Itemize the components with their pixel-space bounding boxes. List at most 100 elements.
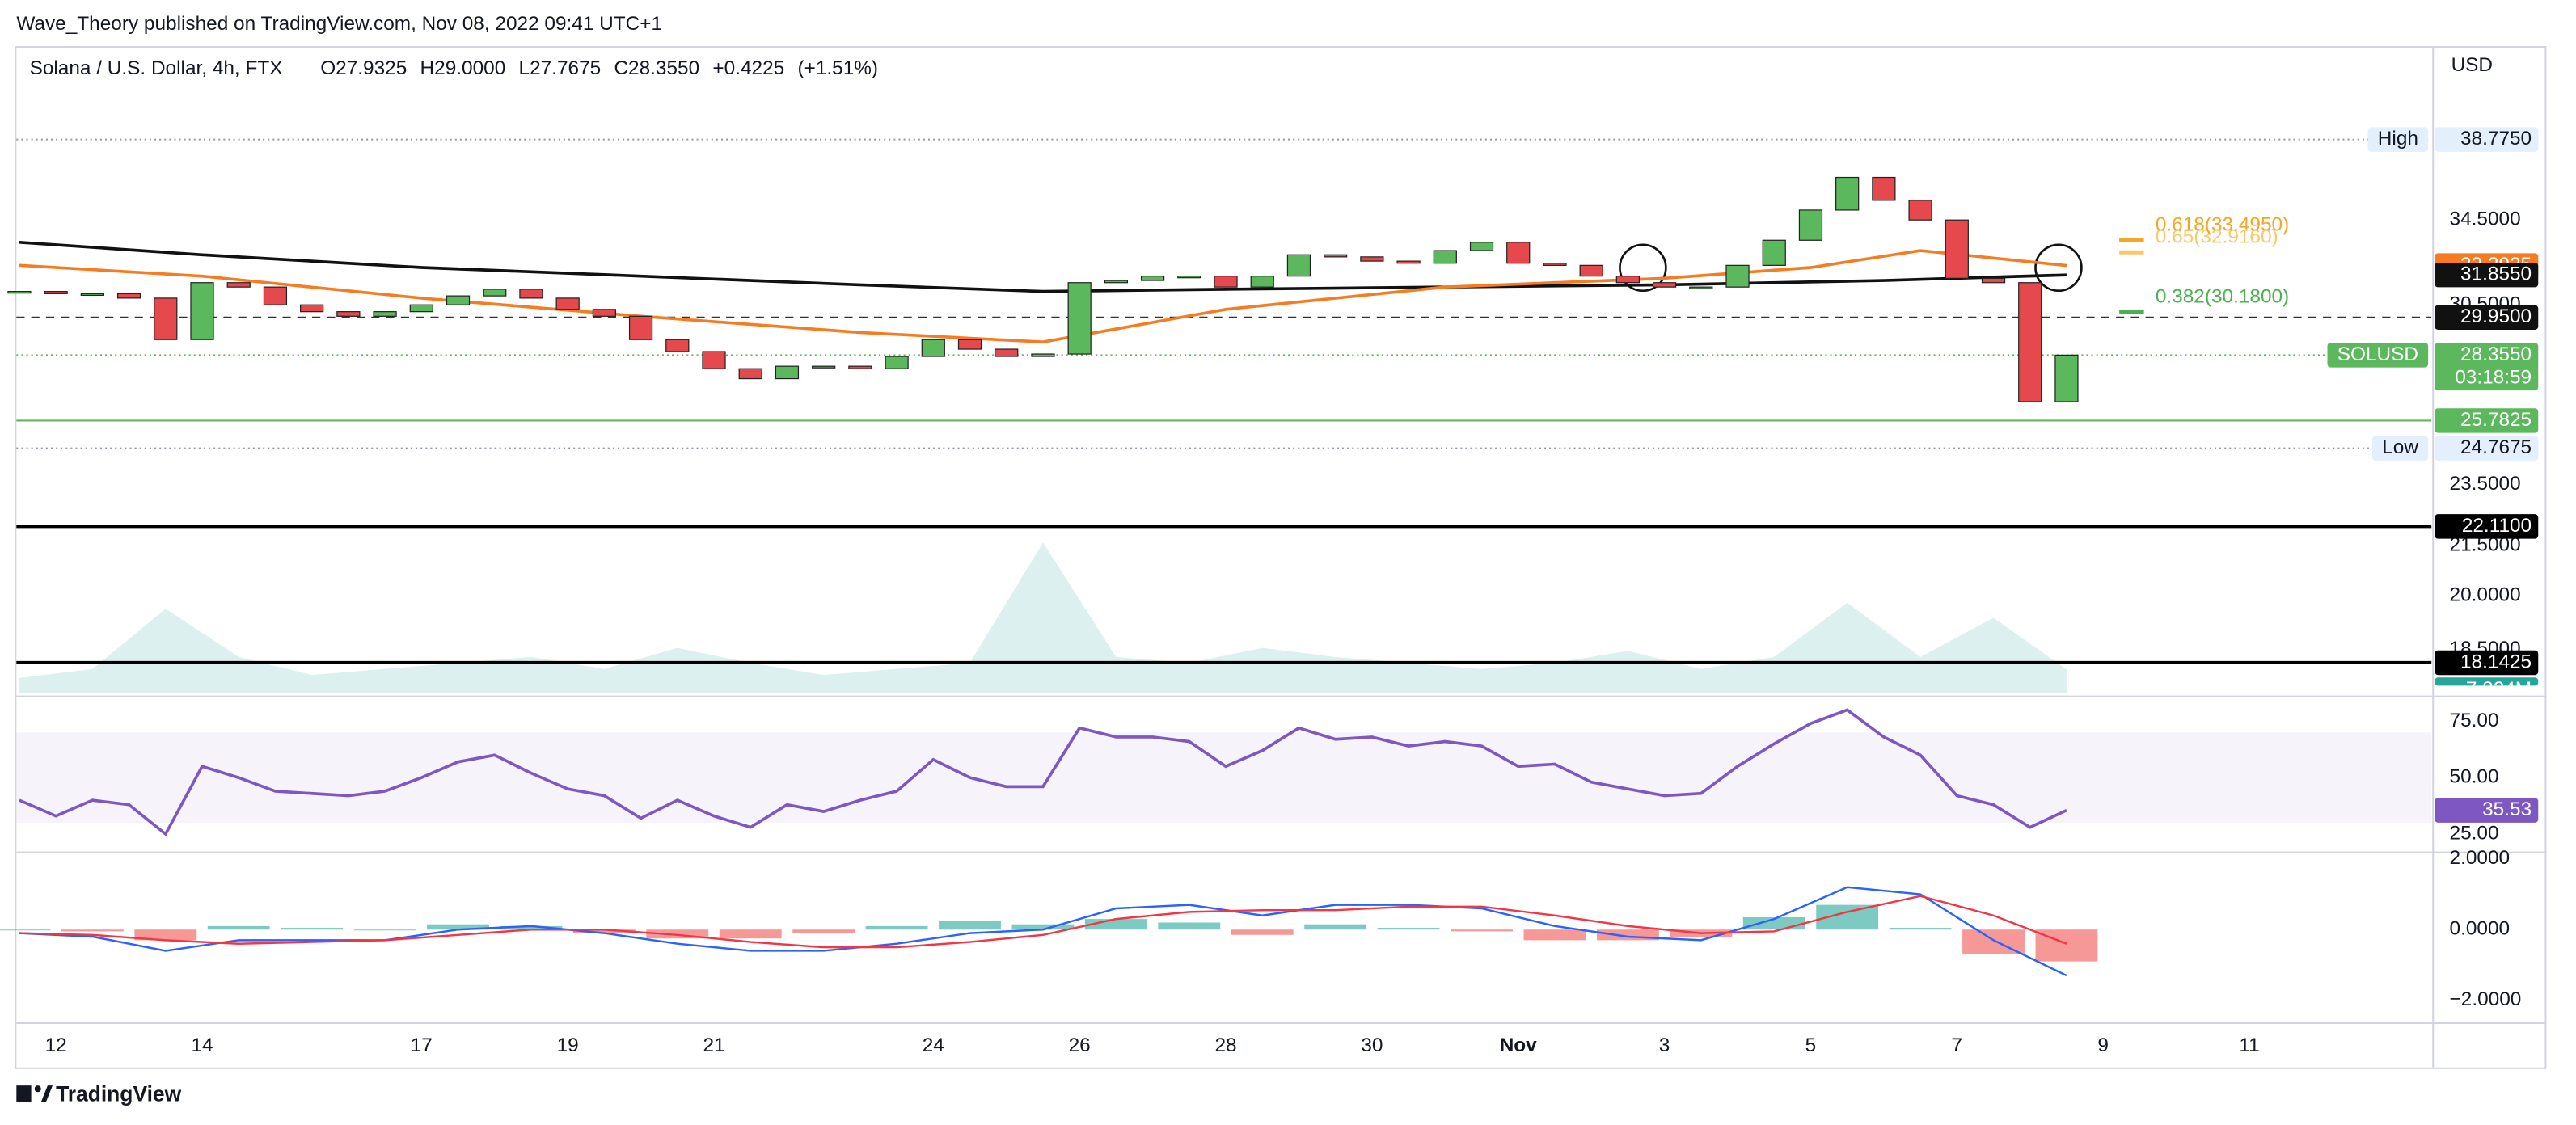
rsi-tick-label: 25.00 [2450, 822, 2499, 844]
price-badge-bg [2435, 514, 2539, 539]
macd-histogram-bar [1451, 929, 1513, 932]
logo-mark [34, 1085, 41, 1093]
candle [1945, 219, 1969, 279]
volume-badge-bg [2435, 677, 2539, 686]
x-tick-label: 26 [1069, 1034, 1091, 1056]
logo-mark [40, 1085, 53, 1102]
candle [1031, 353, 1055, 357]
y-tick-label: 20.0000 [2450, 584, 2521, 605]
macd-histogram-bar [281, 928, 344, 930]
candle [775, 365, 800, 380]
x-tick-label: 24 [923, 1034, 944, 1056]
candle [812, 365, 836, 369]
candle [1214, 276, 1238, 288]
candle [373, 311, 397, 317]
macd-histogram-bar [939, 921, 1001, 930]
candle [957, 339, 982, 350]
price-badge: 22.1100 [2462, 515, 2532, 537]
price-badge-bg [2435, 650, 2539, 676]
candle [921, 339, 945, 357]
signal-line [19, 895, 2067, 949]
badge-name: High [2378, 128, 2418, 150]
candle [190, 282, 214, 340]
x-tick-label: 17 [411, 1034, 433, 1056]
badge-name: Low [2382, 436, 2418, 458]
price-badge-bg [2435, 436, 2539, 461]
candle [336, 311, 361, 317]
candle [848, 365, 872, 369]
x-tick-label: 3 [1659, 1034, 1670, 1056]
candle [1652, 282, 1677, 288]
candle [995, 348, 1019, 357]
frame [15, 45, 2547, 1069]
annotation-circle [2034, 243, 2083, 293]
candle [628, 315, 653, 340]
candle [1689, 286, 1713, 289]
price-badge-bg [2435, 262, 2539, 288]
annotation-circle [1619, 243, 1667, 293]
macd-histogram-bar [1304, 924, 1367, 930]
macd-histogram-bar [207, 925, 270, 930]
candle [1177, 276, 1201, 279]
candle [263, 286, 288, 305]
rsi-tick-label: 50.00 [2450, 766, 2499, 788]
x-tick-label: 19 [557, 1034, 579, 1056]
candle [1762, 239, 1786, 266]
candle [1286, 254, 1311, 277]
x-tick-label: 5 [1805, 1034, 1817, 1056]
legend-value: (+1.51%) [797, 57, 878, 79]
logo-mark [16, 1085, 32, 1102]
macd-histogram-bar [134, 929, 197, 941]
candle [44, 291, 68, 294]
price-badge: 38.7750 [2460, 128, 2532, 150]
candle [885, 356, 909, 369]
badge-name-bg [2372, 436, 2429, 461]
macd-histogram-bar [500, 925, 563, 930]
price-badge-bg [2435, 127, 2539, 152]
candle [1835, 176, 1860, 211]
candle [1469, 242, 1494, 251]
macd-histogram-bar [792, 929, 855, 933]
candle [483, 289, 507, 297]
candle [738, 368, 762, 380]
price-badge-bg [2435, 305, 2539, 330]
legend-value: C28.3550 [614, 57, 699, 79]
candle [1506, 242, 1531, 264]
price-badge: 31.8550 [2460, 263, 2532, 285]
candle [116, 293, 141, 299]
badge-name-bg [2367, 127, 2429, 152]
candle [1104, 280, 1128, 284]
macd-histogram-bar [353, 929, 416, 931]
candle [1908, 200, 1932, 221]
footer-brand: TradingView [56, 1081, 182, 1106]
candle [80, 293, 104, 297]
fib-label: 0.65(32.9160) [2156, 225, 2278, 247]
macd-histogram-bar [0, 929, 51, 931]
rsi-badge: 35.53 [2482, 798, 2532, 820]
x-tick-label: 12 [45, 1034, 67, 1056]
macd-histogram-bar [1158, 922, 1221, 930]
x-tick-label: 11 [2239, 1034, 2259, 1056]
x-tick-label: 7 [1952, 1034, 1963, 1056]
legend-value: H29.0000 [420, 57, 506, 79]
candle [1433, 250, 1457, 264]
candle [2054, 354, 2079, 402]
candle [1067, 282, 1092, 355]
price-badge: 28.3550 [2460, 343, 2532, 365]
price-badge-bg [2435, 408, 2539, 433]
candle [1396, 260, 1421, 264]
x-tick-label: 14 [191, 1034, 213, 1056]
candle [1324, 254, 1348, 258]
y-tick-label: 23.5000 [2450, 473, 2521, 495]
candle [409, 304, 433, 313]
rsi-line [19, 708, 2067, 836]
x-tick-label: 21 [703, 1034, 724, 1056]
x-tick-label: 30 [1361, 1034, 1383, 1056]
x-tick-label: Nov [1500, 1034, 1537, 1056]
volume-badge: 7.824M [2466, 678, 2532, 700]
legend-value: O27.9325 [320, 57, 407, 79]
candle [7, 291, 32, 294]
rsi-badge-bg [2435, 798, 2539, 823]
legend-value: L27.7675 [519, 57, 602, 79]
header: Wave_Theory published on TradingView.com… [16, 13, 662, 35]
